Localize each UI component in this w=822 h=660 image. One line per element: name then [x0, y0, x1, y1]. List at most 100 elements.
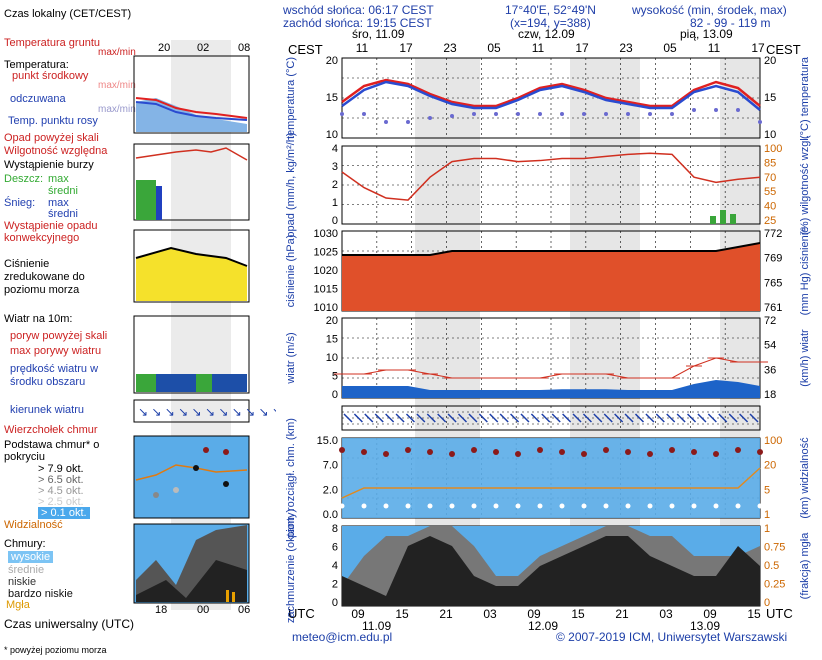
wind-arrow — [676, 413, 686, 423]
felt-label: odczuwana — [10, 93, 66, 105]
wind-arrow — [655, 413, 665, 423]
wind-arrow — [718, 413, 728, 423]
dew-point — [626, 112, 630, 116]
label-cl-r: (km) widzialność — [799, 437, 811, 519]
wind-arrow — [510, 413, 520, 423]
wind-arrow — [707, 413, 717, 423]
wind-arrow — [468, 413, 478, 423]
humidity-line — [341, 152, 761, 201]
dew-point — [384, 120, 388, 124]
wind-dir-label: kierunek wiatru — [10, 404, 84, 416]
hour-top-7: 05 — [663, 41, 677, 55]
mini-bottom-hour-2: 00 — [197, 604, 210, 616]
cloud-base-dot — [339, 503, 345, 509]
wind-arrow — [343, 413, 353, 423]
dew-point — [516, 112, 520, 116]
wind-arrow — [385, 413, 395, 423]
wind-arrow — [697, 413, 707, 423]
snow-max-label: max — [48, 197, 69, 209]
wind-tick: 20 — [326, 315, 338, 327]
hour-top-0: 11 — [356, 41, 369, 55]
day-top-1: czw, 12.09 — [518, 28, 575, 41]
wind-arrow — [739, 413, 749, 423]
wind-speed-label: prędkość wiatru w środku obszaru — [10, 363, 99, 388]
dew-point — [560, 112, 564, 116]
wind-tick: 5 — [332, 371, 338, 383]
cloud-base-label: Podstawa chmur* o pokryciu — [4, 439, 100, 463]
cloud-top-dot — [757, 449, 763, 455]
cloud-base-dot — [471, 503, 477, 509]
cloud-base-dot — [625, 503, 631, 509]
wind-kmh-tick: 36 — [764, 364, 776, 376]
vis-tick: 20 — [764, 460, 776, 472]
wind-arrow — [530, 413, 540, 423]
label-cl: pion. rozciągł. chm. (km) — [285, 418, 297, 538]
cloud-top-dot — [669, 447, 675, 453]
wind-arrow — [364, 413, 374, 423]
cloud-base-dot — [581, 503, 587, 509]
mini-winddir-panel: ↘ ↘ ↘ ↘ ↘ ↘ ↘ ↘ ↘ ↘ ↘ — [133, 399, 276, 423]
dew-point — [736, 108, 740, 112]
cloud-base-dot — [603, 503, 609, 509]
humidity-label: Wilgotność względna — [4, 145, 108, 157]
coords-text: 17°40'E, 52°49'N — [505, 3, 596, 17]
dew-point — [362, 112, 366, 116]
panel-frames — [341, 57, 761, 607]
dew-point — [648, 112, 652, 116]
precip-tick: 3 — [332, 161, 338, 173]
wind-arrow — [457, 413, 468, 423]
hour-bottom-3: 03 — [483, 607, 497, 621]
frac-tick: 0.5 — [764, 560, 779, 572]
cloud-top-dot — [493, 449, 499, 455]
cloud-top-dot — [691, 449, 697, 455]
dew-point — [450, 114, 454, 118]
press-mm-tick: 769 — [764, 253, 782, 265]
hour-top-9: 17 — [751, 41, 765, 55]
label-wind-r: (km/h) wiatr — [799, 329, 811, 387]
gust-max-label: max porywy wiatru — [10, 345, 102, 357]
gust-line — [342, 357, 760, 379]
label-temp: temperatura (°C) — [285, 57, 297, 139]
high-clouds-label: wysokie — [8, 551, 54, 563]
mini-cloud-panel — [133, 435, 250, 519]
cloud-top-dot — [581, 451, 587, 457]
chart-series — [334, 78, 768, 606]
precip-tick: 4 — [332, 143, 338, 155]
hour-bottom-2: 21 — [439, 607, 453, 621]
wind-tick: 15 — [326, 334, 338, 346]
sunset-text: zachód słońca: 19:15 CEST — [283, 16, 432, 30]
temp-tick-r: 15 — [764, 92, 776, 104]
wind-arrow — [614, 413, 624, 423]
frac-tick: 0 — [764, 597, 770, 609]
hour-top-1: 17 — [399, 41, 413, 55]
wind-arrow — [353, 413, 363, 423]
mini-rain-bar — [136, 180, 156, 220]
press-mm-tick: 772 — [764, 228, 782, 240]
hour-bottom-1: 15 — [395, 607, 409, 621]
wind-arrow — [728, 413, 738, 423]
meteogram-chart: 2015102015104321010085705540251030102510… — [285, 28, 811, 633]
temp-tick-r: 20 — [764, 55, 776, 67]
vis-tick: 5 — [764, 484, 770, 496]
dew-point — [406, 120, 410, 124]
wind-arrow — [749, 413, 759, 423]
utc-time-label: Czas uniwersalny (UTC) — [4, 617, 135, 631]
wind-arrow — [478, 413, 488, 423]
fog-label: Mgła — [6, 599, 30, 611]
precip-bar — [710, 216, 716, 224]
dew-point — [714, 108, 718, 112]
cloud-top-dot — [537, 447, 543, 453]
temp-series-0 — [341, 78, 761, 108]
wind-area — [342, 380, 760, 398]
pressure-label: Ciśnienie zredukowane do poziomu morza — [4, 258, 85, 296]
cloud-top-dot — [515, 451, 521, 457]
dew-point — [538, 112, 542, 116]
contact-email[interactable]: meteo@icm.edu.pl — [292, 630, 393, 644]
wind-arrow — [374, 413, 384, 423]
hour-top-5: 17 — [575, 41, 589, 55]
wind-arrow — [634, 413, 645, 423]
cloud-low-area — [342, 536, 760, 606]
wind-arrow — [687, 413, 697, 423]
cloud-base-dot — [669, 503, 675, 509]
cest-right: CEST — [766, 42, 801, 57]
